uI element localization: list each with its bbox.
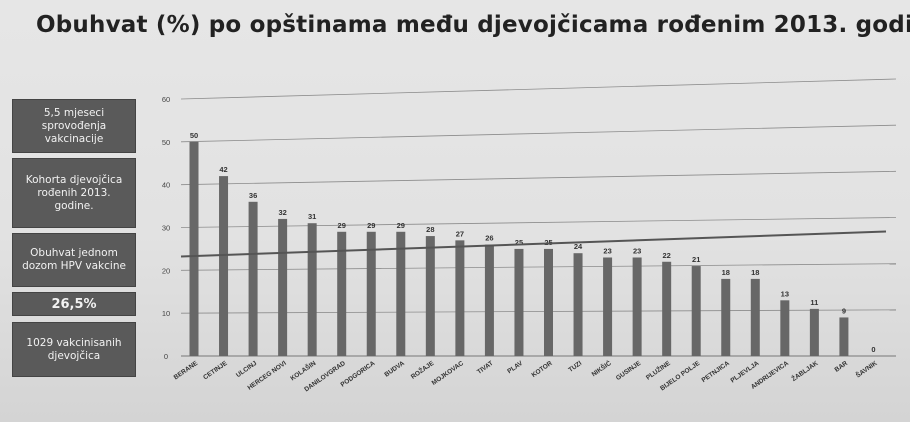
x-tick-label: TIVAT bbox=[476, 360, 495, 376]
x-tick-label: CETINJE bbox=[202, 360, 229, 382]
data-label: 18 bbox=[751, 268, 759, 277]
data-label: 36 bbox=[249, 191, 257, 200]
x-tick-label: GUSINJE bbox=[615, 360, 643, 382]
x-tick-label: ŠAVNIK bbox=[854, 358, 879, 379]
x-tick-label: MOJKOVAC bbox=[431, 360, 466, 387]
data-label: 26 bbox=[485, 234, 493, 243]
x-tick-label: NIKŠIĆ bbox=[590, 358, 613, 378]
data-label: 32 bbox=[278, 208, 286, 217]
bar bbox=[425, 236, 435, 356]
sidebar-box-cohort: Kohorta djevojčica rođenih 2013. godine. bbox=[12, 158, 136, 228]
data-label: 28 bbox=[426, 225, 434, 234]
bar bbox=[544, 248, 553, 356]
bar bbox=[514, 248, 524, 356]
data-label: 29 bbox=[367, 221, 375, 230]
bar bbox=[219, 176, 229, 356]
gridline bbox=[180, 309, 897, 314]
bar bbox=[632, 257, 642, 356]
data-label: 11 bbox=[810, 298, 818, 307]
x-tick-label: BERANE bbox=[173, 360, 200, 382]
sidebar-box-coverage-value: 26,5% bbox=[12, 292, 136, 316]
bar bbox=[662, 261, 672, 356]
data-label: 18 bbox=[722, 268, 730, 277]
bar bbox=[396, 231, 406, 356]
y-tick-label: 30 bbox=[162, 224, 170, 233]
bar bbox=[189, 141, 199, 356]
x-tick-label: ULCINJ bbox=[235, 360, 259, 379]
x-tick-label: ROŽAJE bbox=[409, 358, 436, 381]
data-label: 31 bbox=[308, 212, 316, 221]
bar bbox=[307, 223, 317, 356]
x-tick-label: TUZI bbox=[567, 360, 583, 374]
gridline bbox=[180, 124, 897, 143]
y-tick-label: 60 bbox=[162, 95, 170, 104]
bar bbox=[337, 231, 347, 356]
x-tick-label: BAR bbox=[834, 360, 850, 374]
data-label: 13 bbox=[781, 289, 789, 298]
bar bbox=[839, 317, 849, 356]
bar bbox=[455, 240, 465, 356]
sidebar-box-coverage-label: Obuhvat jednom dozom HPV vakcine bbox=[12, 233, 136, 287]
bar bbox=[484, 244, 494, 356]
bar bbox=[691, 266, 701, 356]
data-label: 21 bbox=[692, 255, 700, 264]
sidebar-box-vaccinated-count: 1029 vakcinisanih djevojčica bbox=[12, 322, 136, 377]
bar bbox=[248, 201, 258, 356]
data-label: 29 bbox=[397, 221, 405, 230]
data-label: 25 bbox=[544, 238, 552, 247]
data-label: 27 bbox=[456, 229, 464, 238]
reference-line bbox=[180, 230, 887, 258]
x-tick-label: BUDVA bbox=[383, 360, 406, 379]
x-tick-label: ŽABLJAK bbox=[790, 358, 820, 383]
data-label: 23 bbox=[633, 246, 641, 255]
data-label: 23 bbox=[603, 246, 611, 255]
gridline bbox=[180, 78, 897, 100]
bar bbox=[809, 308, 819, 356]
data-label: 0 bbox=[871, 345, 875, 354]
y-tick-label: 50 bbox=[162, 138, 170, 147]
x-tick-label: PLAV bbox=[506, 360, 524, 376]
bar bbox=[721, 278, 731, 356]
data-label: 9 bbox=[842, 306, 846, 315]
x-tick-label: PLUŽINE bbox=[644, 358, 672, 382]
sidebar-box-vaccination-period: 5,5 mjeseci sprovođenja vakcinacije bbox=[12, 99, 136, 153]
bar bbox=[603, 257, 613, 356]
bar bbox=[573, 253, 583, 356]
x-tick-label: KOLAŠIN bbox=[288, 358, 317, 382]
data-label: 42 bbox=[219, 165, 227, 174]
data-label: 25 bbox=[515, 238, 523, 247]
x-tick-label: KOTOR bbox=[530, 360, 553, 379]
y-tick-label: 10 bbox=[162, 309, 170, 318]
gridline bbox=[180, 217, 897, 228]
y-tick-label: 20 bbox=[162, 266, 170, 275]
gridline bbox=[180, 263, 897, 271]
chart-title: Obuhvat (%) po opštinama među djevojčica… bbox=[36, 12, 910, 38]
data-label: 50 bbox=[190, 131, 198, 140]
bar bbox=[278, 218, 288, 356]
y-tick-label: 40 bbox=[162, 181, 170, 190]
gridline bbox=[180, 170, 897, 186]
y-tick-label: 0 bbox=[164, 352, 168, 361]
bar bbox=[750, 278, 760, 356]
data-label: 24 bbox=[574, 242, 583, 251]
bar bbox=[780, 300, 790, 356]
data-label: 22 bbox=[662, 251, 670, 260]
data-label: 29 bbox=[338, 221, 346, 230]
x-tick-label: PETNJICA bbox=[701, 360, 732, 384]
bar bbox=[366, 231, 376, 356]
